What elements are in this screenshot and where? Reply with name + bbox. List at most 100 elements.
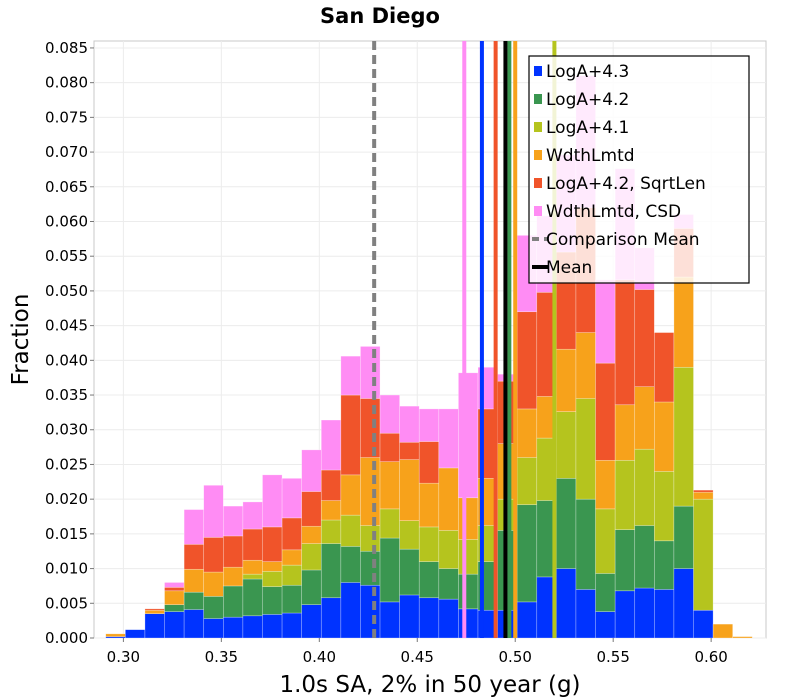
legend-label-loga-4-2: LogA+4.2 [546, 90, 629, 110]
bar-segment-wdthlmtd [203, 571, 224, 597]
bar-segment-loga-4-2-sqrtlen [183, 543, 205, 570]
bar-segment-loga-4-2 [673, 505, 694, 569]
x-tick-label: 0.60 [694, 648, 727, 666]
bar-segment-loga-4-2-sqrtlen [262, 526, 283, 562]
y-axis-ticks: 0.000 0.005 0.010 0.015 0.020 0.025 0.030 0.035… [45, 39, 94, 647]
bar-segment-wdthlmtd [418, 482, 440, 528]
legend-swatch-loga-4-2-sqrtlen [534, 178, 542, 188]
y-tick-label: 0.070 [45, 143, 88, 161]
x-tick-label: 0.45 [401, 648, 434, 666]
bar-segment-loga-4-3 [418, 597, 440, 639]
bar-segment-wdthlmtd [595, 459, 616, 510]
bar-segment-loga-4-2 [262, 586, 283, 615]
bar-segment-loga-4-1 [575, 398, 596, 500]
y-tick-label: 0.010 [45, 560, 88, 578]
bar-segment-wdthlmtd-csd [399, 405, 420, 443]
bar-segment-wdthlmtd-csd [595, 279, 616, 364]
bar-segment-loga-4-3 [183, 609, 205, 639]
y-tick-label: 0.040 [45, 351, 88, 369]
bar-segment-loga-4-3 [242, 615, 263, 639]
bar-segment-loga-4-2-sqrtlen [634, 289, 655, 388]
bar-segment-loga-4-3 [458, 608, 479, 639]
y-tick-label: 0.035 [45, 386, 88, 404]
bar-segment-loga-4-2 [164, 604, 185, 612]
mean-lines [372, 41, 557, 638]
bar-segment-wdthlmtd-csd [203, 484, 224, 538]
bar-segment-loga-4-1 [418, 526, 440, 562]
bar-segment-loga-4-3 [399, 594, 420, 639]
bar-segment-loga-4-3 [595, 611, 616, 639]
bar-segment-wdthlmtd-csd [458, 372, 479, 499]
y-tick-label: 0.060 [45, 212, 88, 230]
bar-segment-loga-4-1 [693, 498, 714, 611]
bar-segment-wdthlmtd [262, 561, 283, 572]
bar-segment-loga-4-3 [281, 612, 302, 639]
bar-segment-loga-4-2-sqrtlen [320, 469, 342, 501]
bar-segment-loga-4-1 [438, 530, 459, 569]
y-tick-label: 0.085 [45, 39, 88, 57]
bar-segment-loga-4-3 [516, 601, 538, 639]
bar-segment-loga-4-1 [634, 448, 655, 526]
bar-segment-wdthlmtd [379, 461, 400, 510]
bar-segment-wdthlmtd [634, 386, 655, 450]
bar-segment-loga-4-2 [242, 578, 263, 617]
bar-segment-wdthlmtd [614, 404, 636, 461]
bar-segment-wdthlmtd-csd [379, 394, 400, 434]
bar-segment-wdthlmtd [301, 525, 322, 544]
bar-segment-wdthlmtd [516, 408, 538, 458]
bar-segment-loga-4-1 [556, 411, 577, 479]
bar-segment-loga-4-3 [301, 604, 322, 639]
bar-segment-loga-4-2-sqrtlen [144, 608, 165, 611]
bar-segment-loga-4-2-sqrtlen [301, 491, 322, 527]
bar-segment-wdthlmtd-csd [242, 501, 263, 530]
bar-segment-loga-4-2-sqrtlen [360, 398, 381, 458]
bar-segment-loga-4-2 [203, 596, 224, 619]
y-tick-label: 0.055 [45, 247, 88, 265]
bar-segment-loga-4-1 [360, 525, 381, 552]
bar-segment-loga-4-2 [418, 561, 440, 599]
bar-segment-loga-4-3 [340, 582, 361, 639]
x-tick-label: 0.40 [303, 648, 336, 666]
bar-segment-wdthlmtd-csd [340, 355, 361, 396]
bar-segment-loga-4-1 [281, 564, 302, 586]
legend-label-loga-4-3: LogA+4.3 [546, 62, 629, 82]
y-tick-label: 0.005 [45, 594, 88, 612]
bar-segment-loga-4-3 [693, 609, 714, 639]
bar-segment-loga-4-2-sqrtlen [399, 441, 420, 460]
bar-segment-loga-4-2 [595, 573, 616, 612]
bar-segment-wdthlmtd [183, 568, 205, 593]
bar-segment-loga-4-3 [144, 613, 165, 639]
legend-label-wdthlmtd: WdthLmtd [546, 146, 635, 166]
bar-segment-loga-4-2-sqrtlen [418, 441, 440, 484]
bar-segment-loga-4-1 [320, 519, 342, 544]
y-tick-label: 0.045 [45, 317, 88, 335]
bar-segment-loga-4-2 [654, 540, 675, 590]
x-tick-label: 0.50 [499, 648, 532, 666]
bar-segment-wdthlmtd [340, 474, 361, 516]
legend-swatch-loga-4-3 [534, 66, 542, 76]
bar-segment-loga-4-2-sqrtlen [654, 332, 675, 403]
legend-label-wdthlmtd-csd: WdthLmtd, CSD [546, 202, 681, 222]
bar-segment-loga-4-2-sqrtlen [242, 528, 263, 561]
bar-segment-loga-4-2 [320, 543, 342, 599]
bar-segment-loga-4-3 [614, 590, 636, 639]
y-axis-label: Fraction [8, 294, 34, 386]
x-tick-label: 0.30 [107, 648, 140, 666]
chart-title: San Diego [320, 4, 440, 28]
bar-segment-loga-4-2 [458, 573, 479, 610]
bar-segment-loga-4-3 [673, 568, 694, 639]
bar-segment-wdthlmtd [732, 636, 753, 639]
bar-segment-wdthlmtd [281, 549, 302, 566]
bar-segment-loga-4-3 [164, 611, 185, 639]
bar-segment-wdthlmtd-csd [262, 474, 283, 528]
bar-segment-loga-4-3 [125, 629, 146, 639]
bar-segment-loga-4-1 [614, 459, 636, 531]
legend-label-comparison-mean: Comparison Mean [546, 230, 700, 250]
bar-segment-wdthlmtd [693, 491, 714, 500]
bar-segment-loga-4-2-sqrtlen [223, 535, 244, 568]
y-tick-label: 0.050 [45, 282, 88, 300]
bars [105, 75, 753, 639]
legend-swatch-loga-4-2 [534, 94, 542, 104]
bar-segment-wdthlmtd-csd [281, 478, 302, 519]
